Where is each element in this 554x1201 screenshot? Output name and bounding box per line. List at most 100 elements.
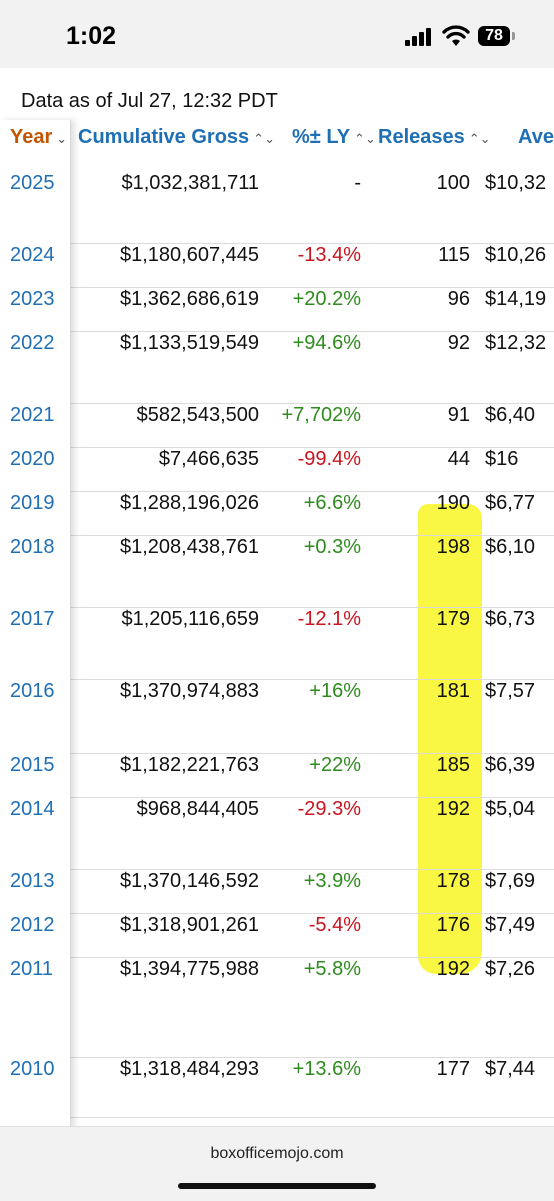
table-row: 2010 $1,318,484,293 +13.6% 177 $7,44 — [0, 1058, 554, 1118]
row-divider — [70, 753, 554, 754]
year-link[interactable]: 2017 — [10, 608, 55, 630]
battery-icon: 78 — [478, 26, 518, 46]
average-cell: $6,73 — [485, 608, 536, 630]
average-cell: $6,40 — [485, 404, 536, 426]
row-divider — [70, 1117, 554, 1118]
table-row: 2019 $1,288,196,026 +6.6% 190 $6,77 — [0, 492, 554, 536]
cumulative-gross-cell: $1,362,686,619 — [119, 288, 259, 310]
table-row: 2014 $968,844,405 -29.3% 192 $5,04 — [0, 798, 554, 870]
box-office-page: Data as of Jul 27, 12:32 PDT Year ⌄ Cumul… — [0, 68, 554, 1126]
releases-cell: 185 — [436, 754, 470, 776]
status-bar: 1:02 78 — [0, 0, 554, 68]
row-divider — [70, 869, 554, 870]
year-link[interactable]: 2011 — [10, 958, 54, 980]
average-cell: $10,32 — [485, 172, 547, 194]
average-cell: $7,69 — [485, 870, 536, 892]
average-header-label: Ave — [518, 126, 554, 148]
releases-cell: 44 — [447, 448, 470, 470]
year-link[interactable]: 2021 — [10, 404, 55, 426]
cumulative-gross-cell: $1,288,196,026 — [119, 492, 259, 514]
table-row: 2023 $1,362,686,619 +20.2% 96 $14,19 — [0, 288, 554, 332]
status-time: 1:02 — [66, 22, 117, 50]
cumulative-gross-cell: $1,318,484,293 — [119, 1058, 259, 1080]
average-cell: $14,19 — [485, 288, 547, 310]
year-link[interactable]: 2024 — [10, 244, 55, 266]
change-ly-cell: -12.1% — [297, 608, 361, 630]
table-row: 2024 $1,180,607,445 -13.4% 115 $10,26 — [0, 244, 554, 288]
battery-level: 78 — [478, 26, 510, 46]
change-ly-cell: -99.4% — [297, 448, 361, 470]
change-ly-cell: +7,702% — [281, 404, 361, 426]
gross-header-label: Cumulative Gross — [78, 126, 250, 148]
change-ly-cell: -13.4% — [297, 244, 361, 266]
change-ly-cell: +13.6% — [292, 1058, 361, 1080]
year-link[interactable]: 2016 — [10, 680, 55, 702]
cumulative-gross-cell: $1,208,438,761 — [119, 536, 259, 558]
home-indicator[interactable] — [178, 1183, 376, 1189]
table-row: 2025 $1,032,381,711 - 100 $10,32 — [0, 172, 554, 244]
ly-header-label: %± LY — [292, 126, 351, 148]
average-cell: $7,44 — [485, 1058, 536, 1080]
average-cell: $6,10 — [485, 536, 536, 558]
releases-cell: 181 — [436, 680, 470, 702]
row-divider — [70, 491, 554, 492]
cumulative-gross-cell: $1,370,146,592 — [119, 870, 259, 892]
year-link[interactable]: 2025 — [10, 172, 55, 194]
year-link[interactable]: 2014 — [10, 798, 55, 820]
table-row: 2016 $1,370,974,883 +16% 181 $7,57 — [0, 680, 554, 754]
cumulative-gross-cell: $1,318,901,261 — [119, 914, 259, 936]
year-link[interactable]: 2012 — [10, 914, 55, 936]
sort-icon: ⌃⌄ — [354, 131, 376, 146]
year-link[interactable]: 2010 — [10, 1058, 55, 1080]
wifi-icon — [442, 25, 470, 46]
row-divider — [70, 403, 554, 404]
average-cell: $7,49 — [485, 914, 536, 936]
yellow-highlight-mark — [418, 504, 482, 974]
table-row: 2011 $1,394,775,988 +5.8% 192 $7,26 — [0, 958, 554, 1058]
year-link[interactable]: 2020 — [10, 448, 55, 470]
year-link[interactable]: 2023 — [10, 288, 55, 310]
cumulative-gross-cell: $1,370,974,883 — [119, 680, 259, 702]
cumulative-gross-cell: $1,133,519,549 — [119, 332, 259, 354]
row-divider — [70, 331, 554, 332]
cumulative-gross-cell: $7,466,635 — [158, 448, 259, 470]
year-link[interactable]: 2018 — [10, 536, 55, 558]
table-row: 2021 $582,543,500 +7,702% 91 $6,40 — [0, 404, 554, 448]
releases-cell: 192 — [436, 958, 470, 980]
row-divider — [70, 243, 554, 244]
releases-cell: 91 — [447, 404, 470, 426]
column-header-gross[interactable]: Cumulative Gross ⌃⌄ — [78, 126, 275, 149]
battery-tip — [512, 32, 515, 40]
column-header-year[interactable]: Year ⌄ — [10, 126, 67, 149]
data-asof-text: Data as of Jul 27, 12:32 PDT — [21, 90, 278, 112]
column-header-releases[interactable]: Releases ⌃⌄ — [378, 126, 491, 149]
url-domain[interactable]: boxofficemojo.com — [210, 1145, 344, 1162]
browser-bottom-bar: boxofficemojo.com — [0, 1126, 554, 1201]
cumulative-gross-cell: $1,032,381,711 — [121, 172, 259, 194]
year-link[interactable]: 2019 — [10, 492, 55, 514]
average-cell: $7,57 — [485, 680, 536, 702]
average-cell: $10,26 — [485, 244, 547, 266]
column-header-ly[interactable]: %± LY ⌃⌄ — [292, 126, 376, 149]
average-cell: $7,26 — [485, 958, 536, 980]
table-row: 2015 $1,182,221,763 +22% 185 $6,39 — [0, 754, 554, 798]
row-divider — [70, 913, 554, 914]
row-divider — [70, 797, 554, 798]
average-cell: $6,77 — [485, 492, 536, 514]
column-header-average[interactable]: Ave — [518, 126, 554, 149]
change-ly-cell: -29.3% — [297, 798, 361, 820]
year-link[interactable]: 2013 — [10, 870, 55, 892]
row-divider — [70, 957, 554, 958]
releases-cell: 198 — [436, 536, 470, 558]
cumulative-gross-cell: $582,543,500 — [136, 404, 259, 426]
change-ly-cell: +22% — [309, 754, 361, 776]
row-divider — [70, 447, 554, 448]
row-divider — [70, 535, 554, 536]
cumulative-gross-cell: $1,182,221,763 — [119, 754, 259, 776]
table-row: 2017 $1,205,116,659 -12.1% 179 $6,73 — [0, 608, 554, 680]
year-link[interactable]: 2015 — [10, 754, 55, 776]
year-link[interactable]: 2022 — [10, 332, 55, 354]
change-ly-cell: -5.4% — [308, 914, 361, 936]
releases-cell: 177 — [436, 1058, 470, 1080]
row-divider — [70, 679, 554, 680]
